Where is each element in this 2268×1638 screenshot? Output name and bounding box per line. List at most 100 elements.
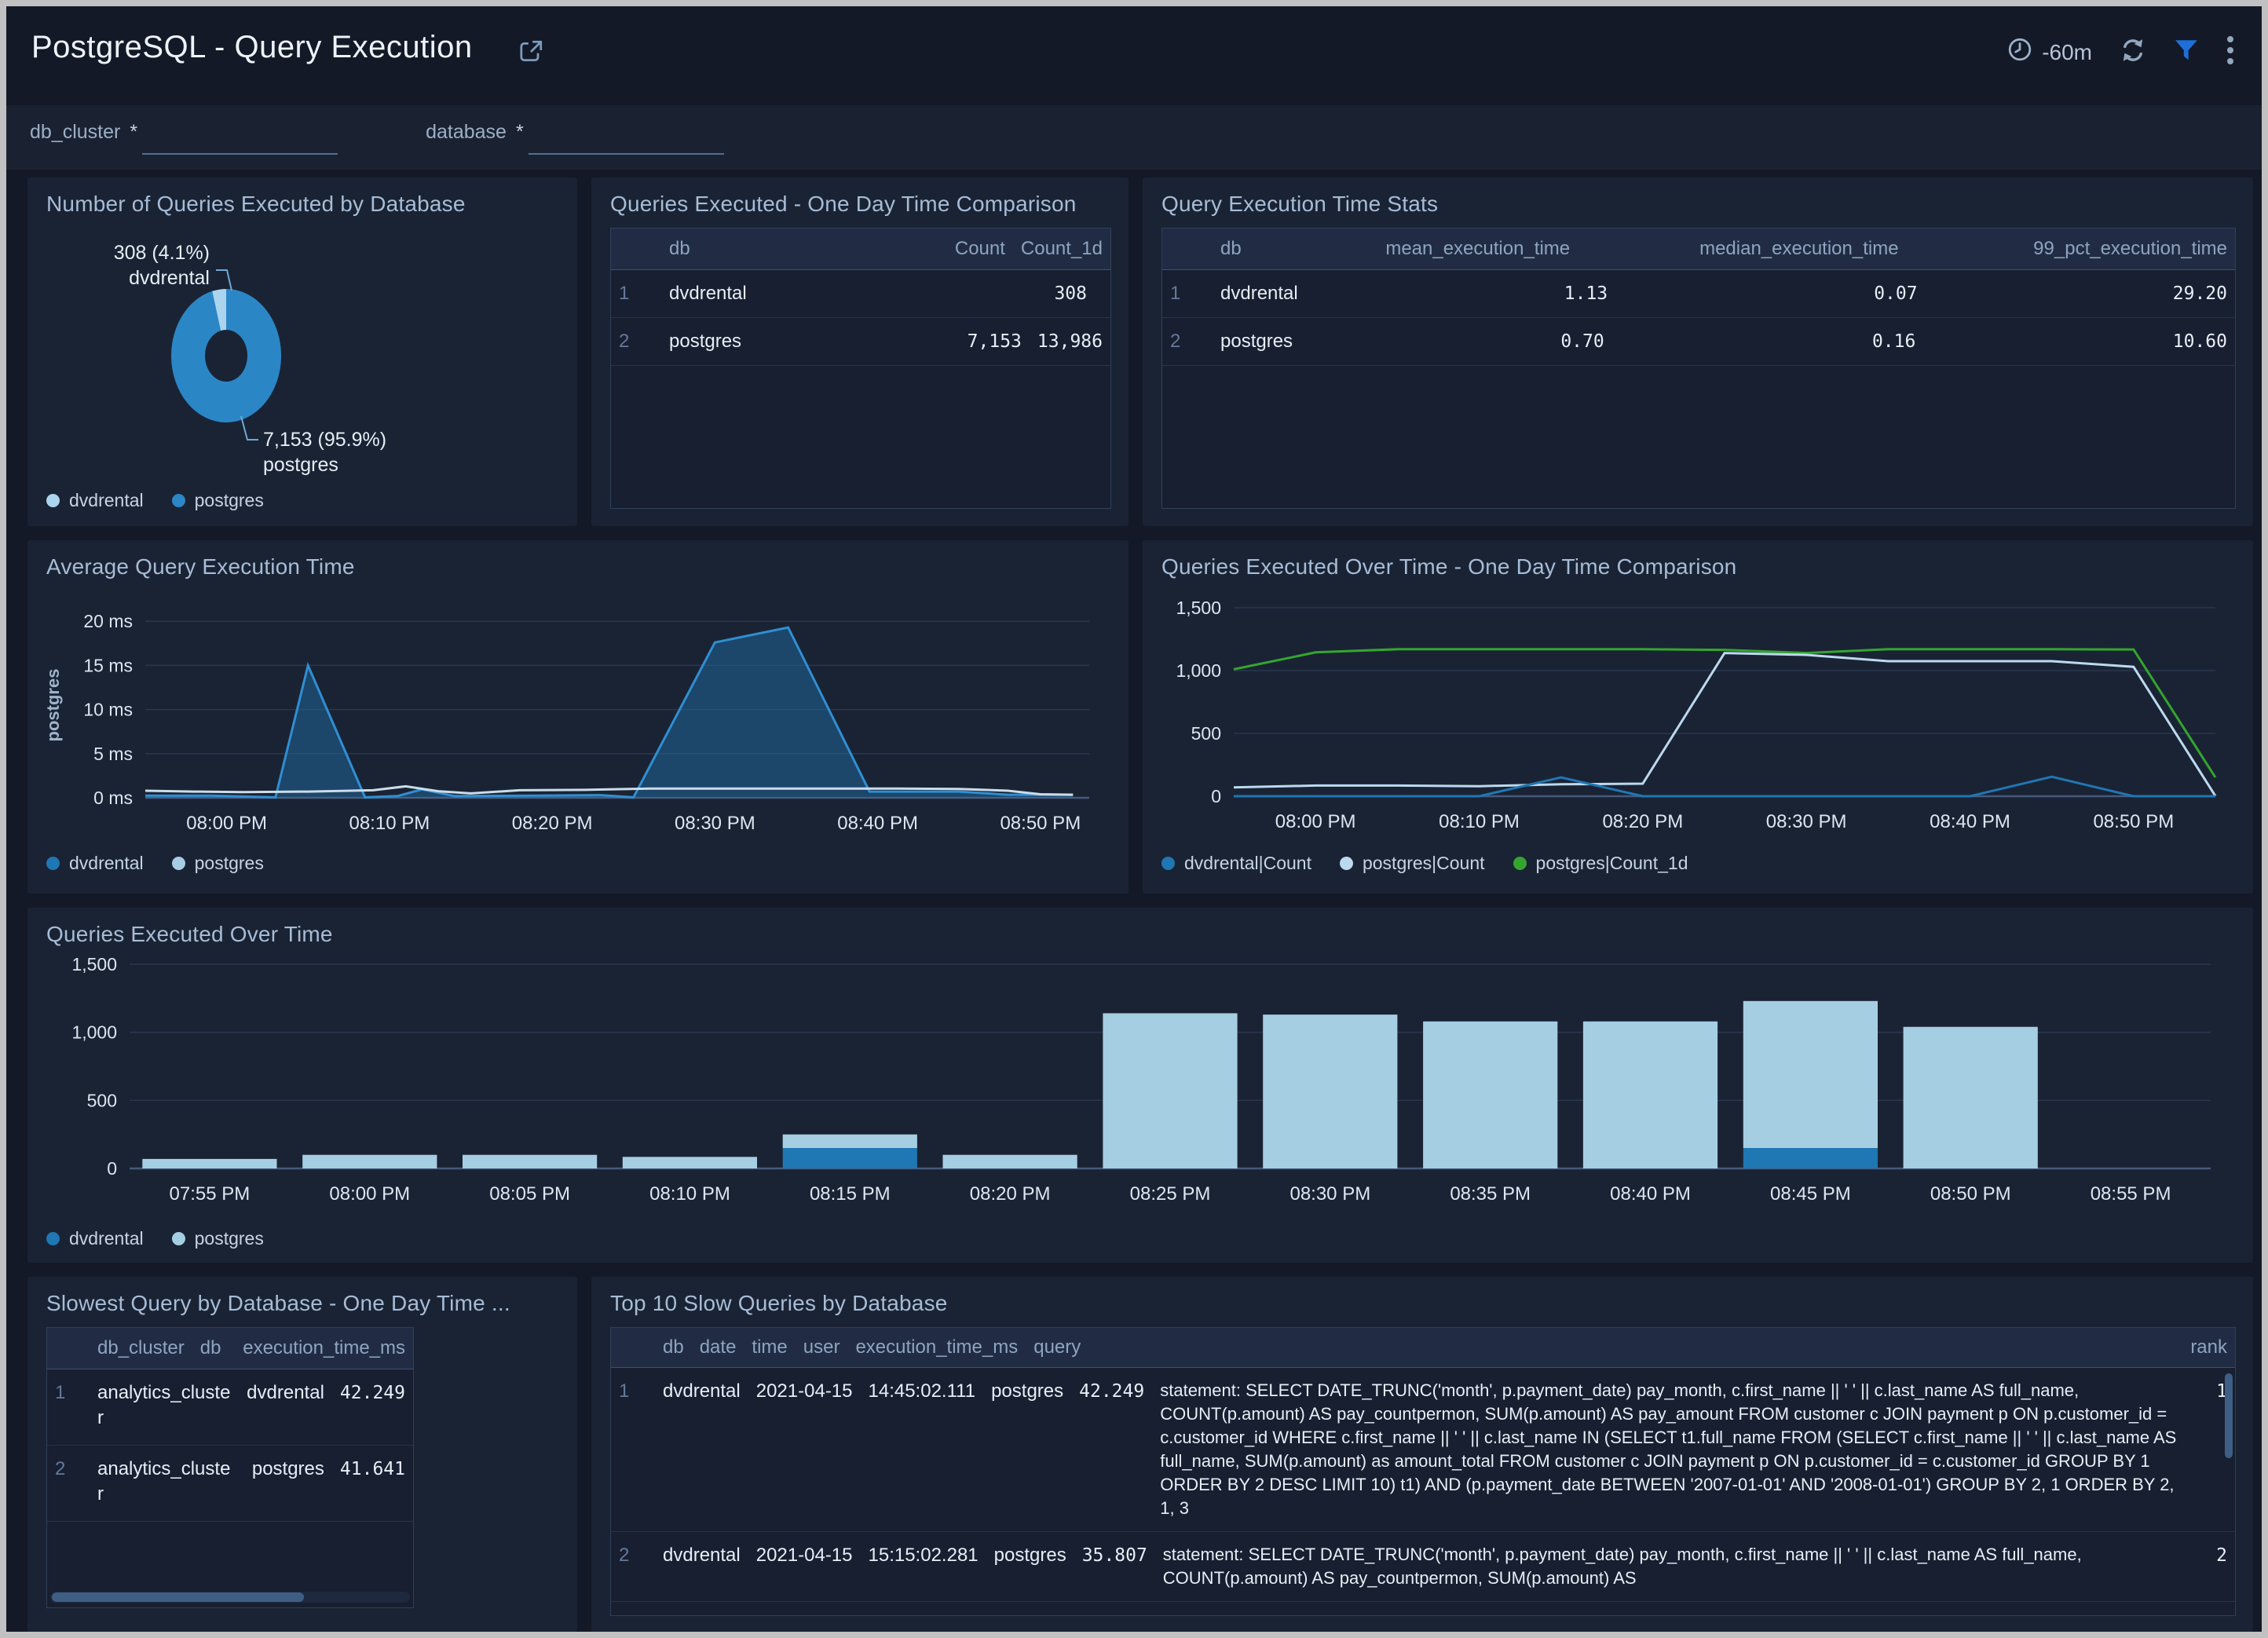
- legend-label: dvdrental: [69, 853, 144, 873]
- table-row: 2 analytics_cluster postgres 41.641: [47, 1446, 413, 1522]
- plot-svg: 0 500 1,000 1,500 07:55 PM 08:00 PM 08:05 PM 08…: [71, 954, 2211, 1205]
- page-title: PostgreSQL - Query Execution: [31, 30, 473, 64]
- legend-item[interactable]: dvdrental: [46, 1228, 144, 1249]
- table-cell: 42.249: [339, 1383, 405, 1403]
- slowest-query-table: db_cluster db execution_time_ms 1 analytics_…: [27, 1277, 577, 1632]
- column-header[interactable]: rank: [2190, 1336, 2227, 1358]
- vertical-scrollbar[interactable]: [2225, 1373, 2233, 1458]
- tick-label: 07:55 PM: [170, 1183, 251, 1205]
- required-asterisk: *: [130, 121, 138, 143]
- bar-postgres[interactable]: [1103, 1013, 1238, 1168]
- tick-label: dvdrental: [129, 267, 210, 289]
- column-header[interactable]: mean_execution_time: [1385, 238, 1571, 259]
- column-header[interactable]: Count: [954, 238, 1005, 259]
- tick-label: 08:00 PM: [186, 813, 267, 834]
- table-cell: dvdrental: [663, 1545, 741, 1566]
- panel-title: Average Query Execution Time: [46, 554, 355, 579]
- panel-exec-time-stats: Query Execution Time Stats db mean_execut…: [1143, 177, 2253, 526]
- kebab-menu-icon[interactable]: [2226, 35, 2235, 70]
- bar-dvdrental[interactable]: [782, 1148, 917, 1168]
- table-cell: 29.20: [2172, 283, 2227, 304]
- legend-item[interactable]: dvdrental: [46, 490, 144, 511]
- legend-item[interactable]: postgres|Count_1d: [1513, 853, 1688, 874]
- column-header[interactable]: user: [803, 1336, 840, 1358]
- time-range-control[interactable]: -60m: [2007, 37, 2092, 68]
- legend-item[interactable]: postgres|Count: [1339, 853, 1485, 874]
- bar-postgres[interactable]: [1903, 1026, 2038, 1168]
- tick-label: 08:45 PM: [1770, 1183, 1851, 1205]
- legend-label: dvdrental|Count: [1184, 853, 1311, 873]
- stats-table: db mean_execution_time median_execution_ti…: [1143, 177, 2253, 526]
- panel-title: Query Execution Time Stats: [1161, 192, 1439, 216]
- bar-postgres[interactable]: [622, 1157, 757, 1168]
- bar-postgres[interactable]: [1263, 1015, 1398, 1168]
- bar-postgres[interactable]: [1743, 1000, 1878, 1148]
- filter-icon[interactable]: [2174, 38, 2199, 67]
- panel-slowest-query: Slowest Query by Database - One Day Time…: [27, 1277, 577, 1632]
- column-header[interactable]: date: [699, 1336, 737, 1358]
- filter-bar: db_cluster * database *: [6, 105, 2262, 170]
- time-range-label: -60m: [2042, 39, 2092, 64]
- panel-title: Number of Queries Executed by Database: [46, 192, 466, 216]
- column-header[interactable]: median_execution_time: [1699, 238, 1899, 259]
- tick-label: 10 ms: [83, 700, 133, 720]
- legend-item[interactable]: postgres: [171, 490, 264, 511]
- column-header[interactable]: db: [663, 1336, 684, 1358]
- table-cell: 35.807: [1081, 1545, 1147, 1566]
- bar-dvdrental[interactable]: [1743, 1148, 1878, 1168]
- table-header-row: db date time user execution_time_ms query rank: [611, 1328, 2235, 1368]
- scrollbar-thumb[interactable]: [52, 1592, 304, 1602]
- column-header[interactable]: Count_1d: [1020, 238, 1103, 259]
- column-header[interactable]: db: [1220, 238, 1242, 259]
- database-input[interactable]: [528, 120, 724, 155]
- bar-postgres[interactable]: [782, 1134, 917, 1148]
- tick-label: 308 (4.1%): [114, 242, 210, 264]
- table-cell: dvdrental: [663, 1380, 741, 1402]
- tick-label: postgres: [263, 454, 338, 476]
- legend-item[interactable]: postgres: [171, 853, 264, 874]
- table-cell: 2: [2216, 1545, 2227, 1566]
- column-header[interactable]: 99_pct_execution_time: [2033, 238, 2228, 259]
- tick-label: 08:40 PM: [1930, 811, 2010, 832]
- column-header[interactable]: query: [1033, 1336, 1081, 1358]
- required-asterisk: *: [515, 121, 524, 143]
- tick-label: 500: [87, 1090, 117, 1110]
- legend-item[interactable]: dvdrental|Count: [1161, 853, 1311, 874]
- donut-slice[interactable]: [171, 289, 282, 422]
- db-cluster-input[interactable]: [142, 120, 338, 155]
- bar-postgres[interactable]: [1582, 1021, 1718, 1168]
- legend-item[interactable]: postgres: [171, 1228, 264, 1249]
- column-header[interactable]: time: [752, 1336, 788, 1358]
- tick-label: 08:00 PM: [329, 1183, 410, 1205]
- legend-item[interactable]: dvdrental: [46, 853, 144, 874]
- share-icon[interactable]: [517, 38, 545, 70]
- table-cell: 13,986: [1037, 331, 1103, 352]
- horizontal-scrollbar[interactable]: [50, 1592, 410, 1603]
- table-cell: 0.07: [1874, 283, 1918, 304]
- line-chart: 0 500 1,000 1,500 08:00 PM 08:10 PM 08:20 PM 08…: [1143, 540, 2253, 894]
- column-header[interactable]: execution_time_ms: [855, 1336, 1019, 1358]
- column-header[interactable]: execution_time_ms: [243, 1337, 405, 1358]
- bar-postgres[interactable]: [1423, 1021, 1558, 1168]
- column-header[interactable]: db: [199, 1337, 221, 1358]
- bar-postgres[interactable]: [463, 1154, 598, 1168]
- filter-label: db_cluster: [30, 121, 121, 143]
- table-cell: 42.249: [1079, 1381, 1145, 1402]
- legend-dot-icon: [171, 857, 185, 870]
- data-table: db date time user execution_time_ms query rank…: [610, 1327, 2236, 1616]
- donut-slice[interactable]: [212, 289, 226, 331]
- table-row: 2 postgres 7,153 13,986: [611, 318, 1110, 366]
- refresh-icon[interactable]: [2119, 36, 2147, 68]
- table-cell: postgres: [669, 331, 742, 352]
- legend-dot-icon: [171, 494, 185, 507]
- tick-label: 08:00 PM: [1275, 811, 1356, 832]
- bar-postgres[interactable]: [302, 1154, 437, 1168]
- table-row: 2 postgres 0.70 0.16 10.60: [1162, 318, 2235, 366]
- table-cell: 1.13: [1564, 283, 1608, 304]
- bar-postgres[interactable]: [142, 1158, 277, 1168]
- bar-postgres[interactable]: [942, 1154, 1077, 1168]
- panel-top10-slow-queries: Top 10 Slow Queries by Database db date ti…: [591, 1277, 2253, 1632]
- legend-label: postgres: [194, 1228, 264, 1249]
- column-header[interactable]: db_cluster: [97, 1337, 185, 1358]
- column-header[interactable]: db: [669, 238, 690, 259]
